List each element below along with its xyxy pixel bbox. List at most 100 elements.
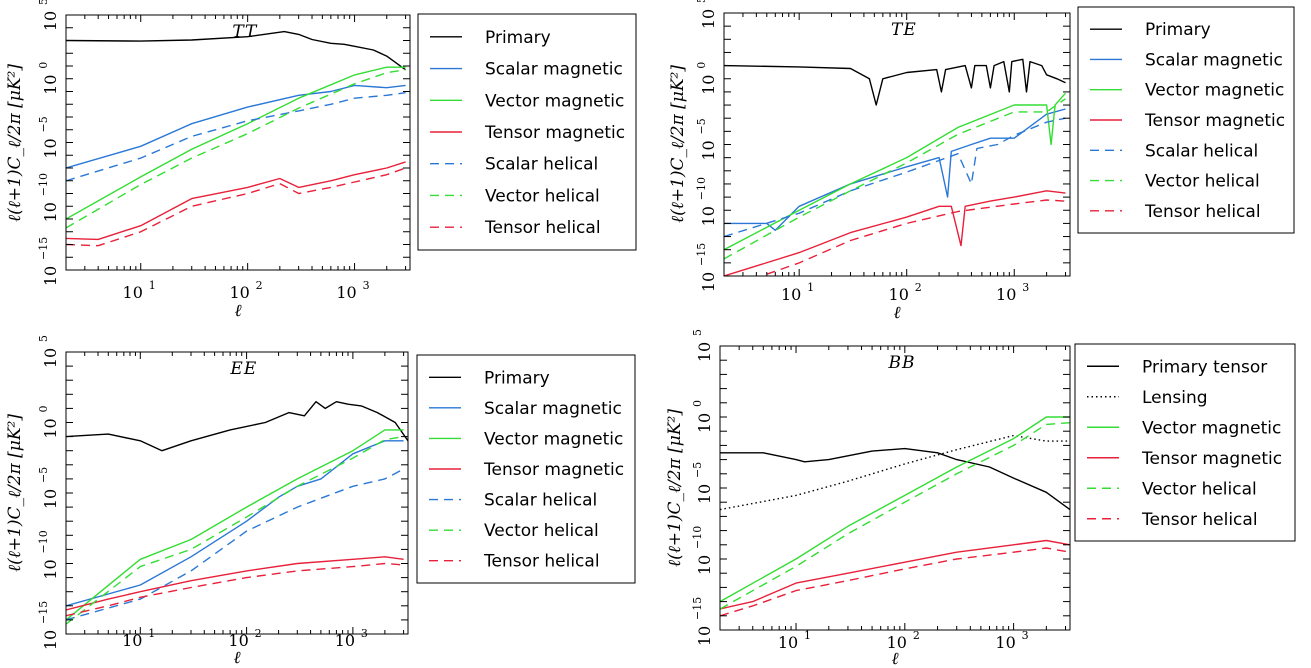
x-tick-label: 10 (122, 631, 142, 650)
y-tick-label-group: 10−5 (691, 462, 714, 504)
y-axis-label: ℓ(ℓ+1)C_ℓ/2π [μK²] (5, 414, 25, 572)
legend-label: Scalar helical (1145, 141, 1258, 161)
y-tick-label: 10 (41, 202, 60, 222)
legend-label: Vector magnetic (1145, 81, 1284, 101)
y-tick-exponent: −15 (695, 243, 708, 266)
y-tick-label-group: 10−15 (695, 243, 718, 292)
series-line-scalar-magnetic (66, 84, 406, 169)
legend-label: Tensor helical (483, 552, 600, 572)
legend-label: Tensor magnetic (1141, 449, 1282, 469)
y-tick-exponent: −10 (691, 526, 704, 549)
y-tick-exponent: 0 (37, 62, 50, 69)
x-axis-label: ℓ (891, 649, 898, 668)
legend-label: Primary tensor (1142, 357, 1267, 377)
series-line-primary (724, 58, 1066, 106)
y-tick-label: 10 (695, 626, 714, 646)
legend-label: Scalar helical (485, 155, 598, 175)
y-tick-label-group: 10 5 (691, 329, 714, 362)
y-tick-exponent: 5 (37, 0, 50, 5)
y-tick-exponent: −5 (695, 118, 708, 134)
legend: Primary Scalar magnetic Vector magnetic Ten… (416, 354, 636, 584)
y-tick-exponent: −10 (695, 177, 708, 200)
x-tick-exponent: 3 (361, 627, 368, 640)
y-tick-exponent: −15 (37, 601, 50, 624)
plot-frame (719, 345, 1071, 631)
series-line-vector-magnetic (66, 66, 406, 220)
y-tick-label-group: 10−5 (37, 467, 60, 509)
legend-label: Vector helical (485, 186, 600, 206)
y-tick-label: 10 (41, 630, 60, 650)
y-tick-exponent: 5 (37, 335, 50, 342)
panel-te: 10110210310−1510−1010−5100105TEℓℓ(ℓ+1)C_… (668, 0, 1295, 323)
y-tick-label-group: 10 0 (695, 62, 718, 95)
series-line-primary (66, 30, 407, 71)
y-tick-label-group: 10−10 (37, 530, 60, 579)
x-tick-exponent: 3 (363, 279, 370, 292)
y-tick-label-group: 10 0 (37, 406, 60, 439)
series-line-tensor-helical (66, 562, 404, 617)
x-tick-exponent: 1 (149, 279, 156, 292)
series-line-tensor-magnetic (66, 161, 406, 241)
series-line-tensor-magnetic (724, 190, 1066, 276)
y-tick-exponent: −5 (37, 116, 50, 132)
series-line-scalar-magnetic (724, 108, 1066, 231)
x-tick-label: 10 (228, 631, 248, 650)
x-tick-label: 10 (229, 283, 249, 302)
x-tick-exponent: 2 (913, 629, 920, 642)
legend-box (1074, 343, 1296, 542)
x-tick-label: 10 (336, 283, 356, 302)
y-tick-exponent: −5 (37, 467, 50, 483)
legend-label: Tensor helical (1141, 510, 1258, 530)
y-tick-label: 10 (695, 484, 714, 504)
series-group (66, 30, 407, 247)
x-tick-label: 10 (778, 633, 798, 652)
x-axis: 10 1 10 2 10 3 (65, 15, 407, 302)
y-tick-label: 10 (699, 206, 718, 226)
legend-label: Primary (485, 28, 551, 48)
series-group (66, 401, 408, 625)
y-tick-label-group: 10 5 (695, 0, 718, 29)
y-tick-label: 10 (699, 272, 718, 292)
x-axis: 10 1 10 2 10 3 (723, 13, 1067, 304)
y-tick-label: 10 (41, 489, 60, 509)
y-tick-label-group: 10−15 (691, 597, 714, 646)
y-tick-label-group: 10 5 (37, 0, 60, 31)
x-tick-exponent: 3 (1022, 281, 1029, 294)
y-tick-exponent: −10 (37, 530, 50, 553)
x-tick-exponent: 1 (804, 629, 811, 642)
legend-label: Lensing (1142, 388, 1208, 408)
legend-label: Vector helical (1145, 172, 1260, 192)
series-line-vector-helical (724, 98, 1066, 260)
series-line-tensor-magnetic (66, 556, 404, 611)
y-tick-exponent: −5 (691, 462, 704, 478)
x-axis-label: ℓ (893, 303, 900, 323)
series-line-primary (66, 401, 408, 452)
y-tick-label-group: 10−10 (691, 526, 714, 575)
legend-label: Tensor magnetic (483, 460, 624, 480)
x-tick-exponent: 1 (807, 281, 814, 294)
y-tick-label: 10 (695, 413, 714, 433)
x-tick-label: 10 (996, 285, 1016, 304)
series-line-vector-helical (66, 69, 406, 229)
legend-label: Tensor helical (1144, 202, 1261, 222)
y-tick-exponent: 0 (695, 62, 708, 69)
y-tick-exponent: 5 (695, 0, 708, 3)
series-line-tensor-helical (720, 547, 1070, 617)
y-tick-exponent: −15 (37, 237, 50, 260)
plot-frame (723, 12, 1071, 277)
y-tick-label-group: 10−5 (37, 116, 60, 158)
y-tick-label-group: 10 5 (37, 335, 60, 368)
series-line-tensor-helical (759, 199, 1066, 276)
y-tick-label: 10 (41, 348, 60, 368)
series-group (724, 58, 1067, 276)
x-tick-label: 10 (781, 285, 801, 304)
y-tick-label: 10 (41, 418, 60, 438)
legend-label: Tensor magnetic (1144, 111, 1285, 131)
legend-label: Vector helical (1142, 479, 1257, 499)
series-line-tensor-helical (66, 167, 406, 247)
panel-ee: 10 1 10 2 10 310−1510−1010−5100105EEℓℓ(ℓ+1)C_… (5, 335, 636, 668)
legend-label: Scalar magnetic (484, 399, 622, 419)
panel-title: EE (229, 359, 257, 379)
